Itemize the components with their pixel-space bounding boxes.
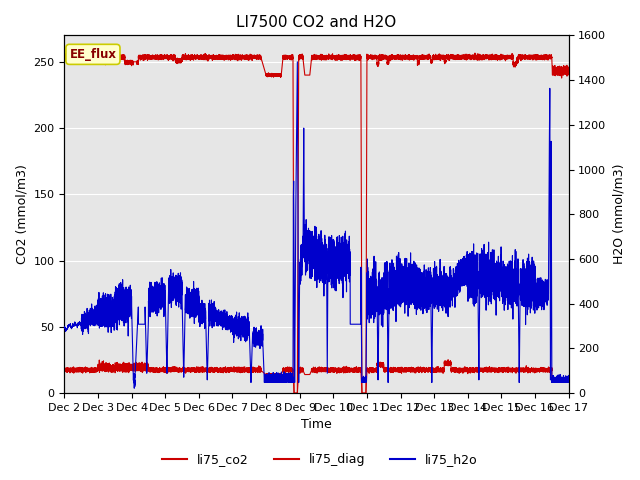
Text: EE_flux: EE_flux [70,48,116,61]
Legend: li75_co2, li75_diag, li75_h2o: li75_co2, li75_diag, li75_h2o [157,448,483,471]
Y-axis label: CO2 (mmol/m3): CO2 (mmol/m3) [15,164,28,264]
X-axis label: Time: Time [301,419,332,432]
Y-axis label: H2O (mmol/m3): H2O (mmol/m3) [612,164,625,264]
Title: LI7500 CO2 and H2O: LI7500 CO2 and H2O [236,15,397,30]
